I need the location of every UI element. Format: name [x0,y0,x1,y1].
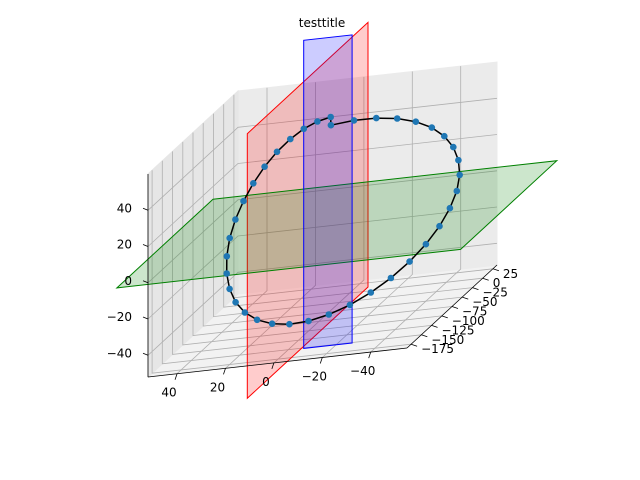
data-point [240,197,247,205]
x-tick [174,373,178,380]
y-grid-line [172,151,432,355]
axes-ticks: 40 20 0 −20 −40250−25−50−75−100−125−150−1754… [107,201,519,399]
plane-blue [303,34,353,349]
z-tick-label: 0 [124,274,132,288]
y-grid-line [192,132,453,336]
z-tick [142,244,149,247]
data-point [346,301,354,309]
y-grid-line [151,170,412,374]
data-point [450,143,457,151]
z-tick-label: −20 [107,310,132,324]
y-tick-label: 0 [493,276,501,290]
data-point [412,118,420,125]
z-tick-label: −40 [107,346,132,360]
y-tick-label: 25 [503,267,518,281]
data-point [456,171,464,179]
y-tick-label: −175 [421,342,454,356]
z-tick [142,207,149,211]
data-point [268,320,276,328]
data-point [327,113,335,121]
data-point [305,317,312,325]
z-grid-line [147,170,498,284]
y-grid-line [223,104,483,308]
data-point [273,148,281,156]
x-grid-line [176,87,268,374]
x-tick [223,368,226,375]
x-tick-label: 20 [210,380,225,394]
y-tick [492,268,500,272]
data-point [428,124,436,131]
y-tick-label: −50 [472,295,497,309]
data-point [223,252,231,260]
z-grid-line [147,97,498,211]
data-point [226,234,233,242]
data-point [387,274,395,282]
data-point [446,204,454,212]
z-grid-line [147,242,498,356]
x-tick-label: 0 [262,375,270,389]
y-tick [441,315,448,319]
data-point [327,121,335,129]
data-points [223,113,464,328]
data-point [287,135,294,143]
data-point [406,258,413,265]
y-tick [482,277,489,281]
data-point [436,222,443,230]
data-point [325,311,333,318]
y-tick [421,334,428,338]
data-point [286,320,293,328]
axes-grid [147,66,498,374]
x-axis-line [147,347,408,378]
data-point [232,216,239,223]
z-tick-label: 40 [117,201,132,215]
data-point [350,117,358,124]
y-tick [472,287,479,291]
z-grid-line [147,134,498,247]
data-point [314,118,321,125]
z-tick [142,316,149,320]
z-grid-line [147,206,498,320]
x-tick-label: −20 [302,370,327,384]
x-tick-label: 40 [161,386,176,400]
x-tick [319,357,323,364]
z-tick [142,352,149,356]
y-tick [410,343,418,347]
data-point [250,180,257,187]
x-tick-label: −40 [350,364,375,378]
chart-title: testtitle [299,16,346,30]
data-point [223,270,230,277]
data-point [232,298,239,306]
data-point [300,125,308,133]
y-tick [451,306,459,309]
y-tick-label: −75 [462,305,487,319]
y-grid-line [182,141,442,346]
data-point [393,115,401,122]
z-tick-label: 20 [117,238,132,252]
data-point [441,132,448,140]
data-point [261,163,268,170]
y-tick-label: −125 [442,323,475,337]
x-tick [271,362,275,370]
data-point [453,187,461,195]
y-tick [462,296,469,300]
data-point [253,316,261,324]
data-point [455,156,462,164]
data-point [226,285,233,293]
data-point [241,309,249,316]
y-grid-line [202,123,463,327]
x-grid-line [225,82,316,369]
plane-red [246,21,369,400]
data-point [373,114,380,122]
x-grid-line [370,66,462,353]
y-tick-label: −25 [483,286,508,300]
z-tick [142,280,149,284]
data-point [422,240,430,248]
y-tick [431,324,438,328]
x-tick [368,351,372,359]
y-tick-label: −150 [431,333,464,347]
data-point [367,289,375,296]
y-grid-line [213,113,473,318]
y-tick-label: −100 [452,314,485,328]
